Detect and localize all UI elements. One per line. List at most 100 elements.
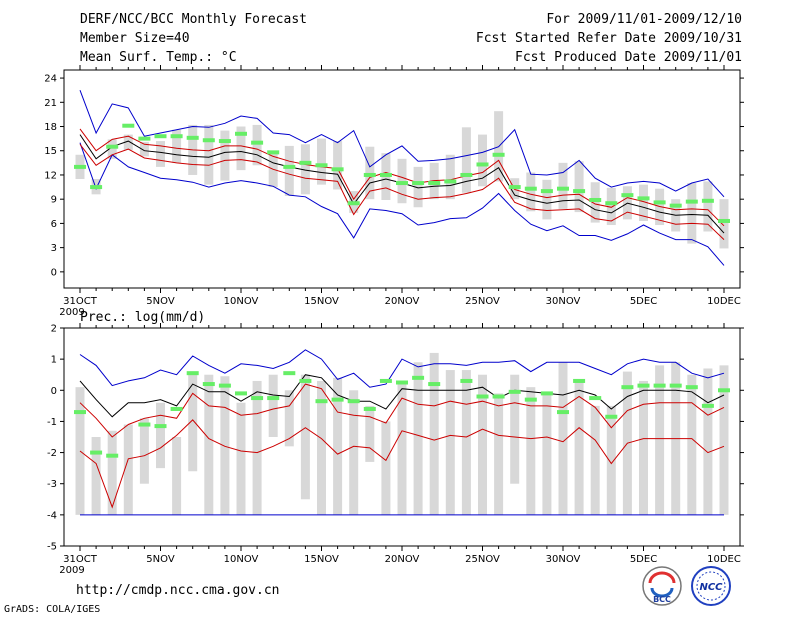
observation-marker [251, 140, 264, 145]
spread-box [639, 184, 648, 221]
spread-box [461, 370, 471, 515]
observation-marker [267, 150, 280, 155]
spread-box [107, 430, 117, 515]
observation-marker [202, 382, 215, 387]
observation-marker [331, 167, 344, 172]
footer-url[interactable]: http://cmdp.ncc.cma.gov.cn [76, 583, 280, 598]
spread-box [510, 374, 520, 484]
observation-marker [154, 424, 167, 429]
spread-box [719, 365, 729, 515]
spread-box [123, 134, 133, 150]
observation-marker [685, 385, 698, 390]
temperature-panel: 0 3 6 9 12 15 18 21 24 31OCT 5NOV 10NOV 15NOV 20NOV 25… [44, 65, 744, 318]
observation-marker [363, 172, 376, 177]
observation-marker [460, 378, 473, 383]
x-tick-label: 31OCT [63, 554, 98, 565]
x-tick-label: 25NOV [465, 296, 500, 307]
x-tick-label: 20NOV [385, 554, 420, 565]
spread-box [381, 421, 391, 515]
x-tick-label: 10DEC [707, 554, 741, 565]
spread-box [333, 377, 343, 515]
spread-box [220, 130, 230, 181]
observation-marker [138, 422, 151, 427]
observation-marker [235, 391, 247, 396]
y-tick-label: 9 [51, 195, 57, 206]
observation-marker [605, 414, 618, 419]
x-tick-label: 20NOV [385, 296, 420, 307]
spread-box [413, 362, 423, 515]
spread-box [687, 183, 697, 244]
x-tick-label: 5NOV [146, 554, 175, 565]
spread-box [590, 182, 600, 223]
x-tick-label: 5NOV [146, 296, 175, 307]
observation-marker [428, 181, 441, 186]
spread-box [639, 380, 648, 515]
ncc-logo-text: NCC [699, 582, 723, 593]
spread-box [236, 402, 246, 515]
observation-marker [235, 131, 247, 136]
observation-marker [347, 399, 360, 404]
spread-box [204, 124, 214, 185]
spread-box [558, 362, 568, 515]
spread-box [445, 154, 455, 200]
spread-box [156, 402, 165, 469]
x-tick-label: 25NOV [465, 554, 500, 565]
observation-marker [251, 396, 264, 401]
observation-marker [170, 134, 183, 139]
max-line [79, 349, 725, 388]
bcc-logo: BCC [642, 566, 682, 606]
spread-box [526, 172, 536, 212]
refer-date: Fcst Started Refer Date 2009/10/31 [475, 31, 742, 46]
lower-line [79, 419, 725, 509]
spread-box [252, 124, 262, 166]
spread-box [542, 393, 552, 515]
x-tick-label: 10NOV [224, 296, 259, 307]
y-tick-label: 1 [51, 355, 57, 366]
observation-marker [637, 196, 650, 201]
y-tick-label: -2 [47, 448, 57, 459]
observation-marker [315, 163, 328, 168]
member-size-label: Member Size=40 [80, 31, 190, 46]
observation-marker [492, 152, 505, 157]
observation-marker [218, 383, 231, 388]
spread-box [268, 374, 278, 437]
spread-box [172, 129, 182, 163]
observation-marker [396, 380, 408, 385]
x-tick-label: 15NOV [304, 296, 339, 307]
ncc-logo: NCC [691, 566, 731, 606]
spread-box [590, 405, 600, 515]
spread-box [526, 387, 536, 515]
mean-line [79, 374, 725, 418]
observation-marker [589, 396, 602, 401]
max-line [79, 90, 725, 198]
y-tick-label: 0 [51, 386, 57, 397]
observation-marker [74, 410, 86, 415]
observation-marker [315, 399, 328, 404]
y-tick-label: 3 [51, 243, 57, 254]
observation-marker [186, 135, 199, 140]
spread-box [655, 365, 665, 515]
y-tick-label: 6 [51, 219, 57, 230]
spread-box [317, 138, 326, 185]
observation-marker [412, 375, 425, 380]
spread-box [478, 374, 487, 515]
y-tick-label: 15 [44, 146, 57, 157]
observation-marker [669, 383, 682, 388]
observation-marker [508, 185, 521, 190]
observation-marker [718, 218, 730, 223]
y-tick-label: 0 [51, 267, 57, 278]
observation-marker [653, 200, 666, 205]
observation-marker [90, 185, 103, 190]
x-year-label: 2009 [59, 565, 84, 576]
observation-marker [637, 383, 650, 388]
observation-marker [557, 410, 569, 415]
observation-marker [476, 394, 489, 399]
spread-box [252, 380, 262, 515]
observation-marker [573, 378, 586, 383]
observation-marker [74, 164, 86, 169]
observation-marker [444, 179, 457, 184]
observation-marker [540, 391, 553, 396]
observation-marker [154, 134, 167, 139]
x-tick-label: 30NOV [546, 554, 581, 565]
observation-marker [476, 162, 489, 167]
